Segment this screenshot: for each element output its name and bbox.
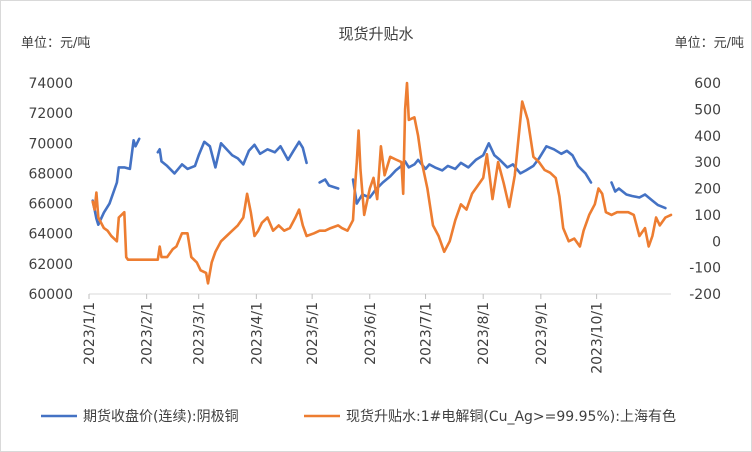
x-tick-label: 2023/5/1 bbox=[305, 302, 321, 365]
left-tick-label: 64000 bbox=[28, 227, 73, 243]
right-axis-ticks: -200 -100 0 100 200 300 400 500 600 bbox=[689, 76, 721, 303]
x-axis-ticks: 2023/1/1 2023/2/1 2023/3/1 2023/4/1 2023/5/1… bbox=[82, 294, 606, 374]
x-tick-label: 2023/9/1 bbox=[534, 302, 550, 365]
left-tick-label: 74000 bbox=[28, 76, 73, 92]
legend: 期货收盘价(连续):阴极铜 现货升贴水:1#电解铜(Cu_Ag>=99.95%):… bbox=[41, 408, 676, 425]
right-tick-label: 500 bbox=[694, 102, 721, 118]
legend-label: 现货升贴水:1#电解铜(Cu_Ag>=99.95%):上海有色 bbox=[346, 408, 676, 425]
x-tick-label: 2023/2/1 bbox=[140, 302, 156, 365]
chart-title: 现货升贴水 bbox=[338, 25, 413, 43]
x-tick-label: 2023/10/1 bbox=[590, 302, 606, 374]
left-tick-label: 60000 bbox=[28, 287, 73, 303]
right-tick-label: 400 bbox=[694, 129, 721, 145]
right-tick-label: 100 bbox=[694, 208, 721, 224]
left-tick-label: 68000 bbox=[28, 166, 73, 182]
spot-premium-line bbox=[91, 81, 673, 285]
legend-label: 期货收盘价(连续):阴极铜 bbox=[83, 408, 239, 425]
right-tick-label: 300 bbox=[694, 155, 721, 171]
right-axis-unit: 单位：元/吨 bbox=[675, 36, 744, 51]
left-tick-label: 72000 bbox=[28, 106, 73, 122]
x-tick-label: 2023/8/1 bbox=[476, 302, 492, 365]
left-axis-ticks: 60000 62000 64000 66000 68000 70000 72000 74000 bbox=[28, 76, 73, 303]
x-tick-label: 2023/6/1 bbox=[363, 302, 379, 365]
x-tick-label: 2023/7/1 bbox=[419, 302, 435, 365]
right-tick-label: 600 bbox=[694, 76, 721, 92]
right-tick-label: -200 bbox=[689, 287, 721, 303]
left-axis-unit: 单位：元/吨 bbox=[21, 36, 90, 51]
right-tick-label: 0 bbox=[712, 234, 721, 250]
left-tick-label: 62000 bbox=[28, 257, 73, 273]
plot-area bbox=[91, 81, 673, 285]
left-tick-label: 70000 bbox=[28, 136, 73, 152]
futures-price-line bbox=[91, 137, 667, 226]
x-tick-label: 2023/3/1 bbox=[192, 302, 208, 365]
left-tick-label: 66000 bbox=[28, 197, 73, 213]
right-tick-label: 200 bbox=[694, 182, 721, 198]
right-tick-label: -100 bbox=[689, 261, 721, 277]
x-tick-label: 2023/4/1 bbox=[249, 302, 265, 365]
x-tick-label: 2023/1/1 bbox=[82, 302, 98, 365]
